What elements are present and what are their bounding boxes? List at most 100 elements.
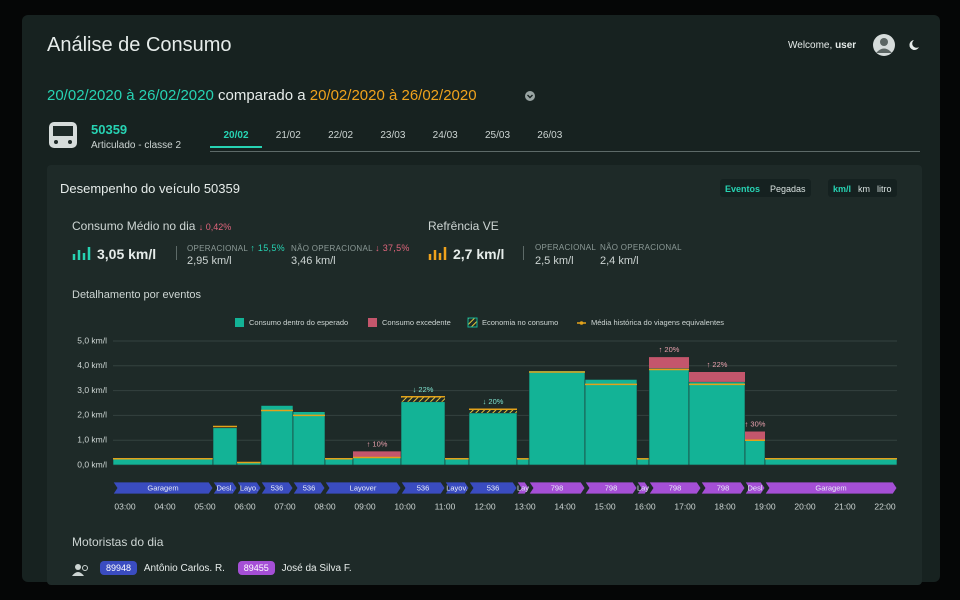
- bar-annotation: ↓ 20%: [483, 397, 504, 406]
- op-label: OPERACIONAL ↑ 15,5%: [187, 243, 285, 253]
- x-tick-label: 06:00: [234, 501, 256, 511]
- y-tick-label: 4,0 km/l: [77, 360, 107, 370]
- bar-segment: [764, 458, 898, 466]
- ref-value: 2,7 km/l: [453, 246, 505, 262]
- driver-id[interactable]: 89455: [237, 561, 275, 575]
- bar-segment: [516, 458, 530, 466]
- excess-segment: [353, 451, 401, 458]
- tab[interactable]: 22/02: [328, 130, 354, 141]
- legend-swatch: [579, 321, 584, 325]
- toggle-pegadas[interactable]: Pegadas: [770, 184, 806, 194]
- nop-change: ↓ 37,5%: [375, 243, 410, 253]
- user-name: user: [835, 40, 857, 51]
- toggle-eventos[interactable]: Eventos: [725, 184, 761, 194]
- nop-value: 3,46 km/l: [291, 255, 336, 267]
- divider: [523, 246, 524, 260]
- legend-swatch: [235, 318, 244, 327]
- drivers: 89948 Antônio Carlos. R. 89455 José da S…: [100, 561, 352, 575]
- current-period: 20/02/2020 à 26/02/2020: [47, 87, 214, 104]
- consumo-label: Consumo Médio no dia ↓ 0,42%: [72, 219, 231, 233]
- timeline-label: 536: [271, 483, 284, 492]
- y-tick-label: 3,0 km/l: [77, 385, 107, 395]
- bar-annotation: ↑ 22%: [707, 360, 728, 369]
- toggle-litro[interactable]: litro: [877, 184, 892, 194]
- x-tick-label: 21:00: [834, 501, 856, 511]
- bar-annotation: ↑ 30%: [745, 420, 766, 429]
- timeline-segment: [700, 481, 746, 495]
- toggle-km[interactable]: km: [858, 184, 871, 194]
- header-icons[interactable]: [872, 33, 924, 57]
- timeline-label: 536: [417, 483, 430, 492]
- op-value: 2,95 km/l: [187, 255, 232, 267]
- tab[interactable]: 21/02: [275, 130, 301, 141]
- x-tick-label: 11:00: [435, 501, 456, 511]
- tab[interactable]: 26/03: [537, 130, 563, 141]
- compare-text: comparado a: [218, 87, 306, 104]
- y-tick-label: 5,0 km/l: [77, 335, 107, 345]
- bar-segment: [212, 427, 238, 466]
- timeline-segment: [112, 481, 214, 495]
- driver-id[interactable]: 89948: [100, 561, 138, 575]
- bar-segment: [324, 458, 354, 466]
- consumo-icon: [72, 247, 91, 260]
- timeline-label: Layov.: [446, 483, 468, 492]
- tab[interactable]: 24/03: [432, 130, 458, 141]
- x-tick-label: 17:00: [674, 501, 696, 511]
- consumo-label-text: Consumo Médio no dia: [72, 219, 196, 233]
- timeline-label: 798: [605, 483, 618, 492]
- breakdown-title: Detalhamento por eventos: [72, 289, 202, 301]
- op-label-text: OPERACIONAL: [187, 244, 248, 253]
- timeline-segment: [764, 481, 898, 495]
- ref-label: Refrência VE: [428, 219, 499, 233]
- legend-label: Economia no consumo: [482, 318, 558, 327]
- excess-segment: [745, 431, 765, 441]
- tab[interactable]: 20/02: [210, 130, 262, 148]
- reference-period: 20/02/2020 à 26/02/2020: [309, 87, 477, 104]
- tab-rule: [210, 151, 920, 152]
- op-change: ↑ 15,5%: [250, 243, 285, 253]
- view-toggle: Eventos Pegadas: [720, 179, 811, 197]
- tab[interactable]: 23/03: [380, 130, 406, 141]
- bar-annotation: ↑ 20%: [659, 345, 680, 354]
- y-tick-label: 1,0 km/l: [77, 434, 107, 444]
- timeline-segment: [744, 481, 766, 495]
- consumo-value: 3,05 km/l: [97, 246, 157, 262]
- drivers-title: Motoristas do dia: [72, 535, 164, 549]
- x-tick-label: 09:00: [354, 501, 376, 511]
- timeline-segment: [648, 481, 702, 495]
- x-tick-label: 14:00: [554, 501, 576, 511]
- tab[interactable]: 25/03: [484, 130, 511, 141]
- ref-op-value: 2,5 km/l: [535, 255, 574, 267]
- legend-label: Consumo dentro do esperado: [249, 318, 348, 327]
- x-tick-label: 04:00: [154, 501, 176, 511]
- ref-nop-label: NÃO OPERACIONAL: [600, 243, 682, 252]
- bar-annotation: ↑ 10%: [367, 439, 388, 448]
- welcome-text: Welcome,: [788, 40, 833, 51]
- timeline-segment: [324, 481, 402, 495]
- bar-segment: [528, 370, 586, 466]
- timeline-segment: [236, 481, 262, 495]
- x-tick-label: 22:00: [874, 501, 896, 511]
- divider: [176, 246, 177, 260]
- timeline-segment: [400, 481, 446, 495]
- timeline-segment: [516, 481, 530, 495]
- x-tick-label: 10:00: [394, 501, 416, 511]
- timeline-label: 798: [669, 483, 682, 492]
- timeline-segment: [468, 481, 518, 495]
- timeline-segment: [528, 481, 586, 495]
- bar-segment: [744, 439, 766, 466]
- bar-segment: [292, 411, 326, 466]
- x-tick-label: 05:00: [194, 501, 216, 511]
- bar-segment: [260, 405, 294, 466]
- page-title: Análise de Consumo: [47, 34, 232, 56]
- period-dropdown[interactable]: [524, 90, 536, 102]
- x-tick-label: 20:00: [794, 501, 816, 511]
- bar-segment: [648, 367, 690, 466]
- toggle-kml[interactable]: km/l: [833, 184, 852, 194]
- timeline-label: Desl.: [216, 483, 233, 492]
- x-tick-label: 03:00: [114, 501, 136, 511]
- timeline-label: Layo.: [240, 483, 258, 492]
- bar-segment: [112, 458, 214, 466]
